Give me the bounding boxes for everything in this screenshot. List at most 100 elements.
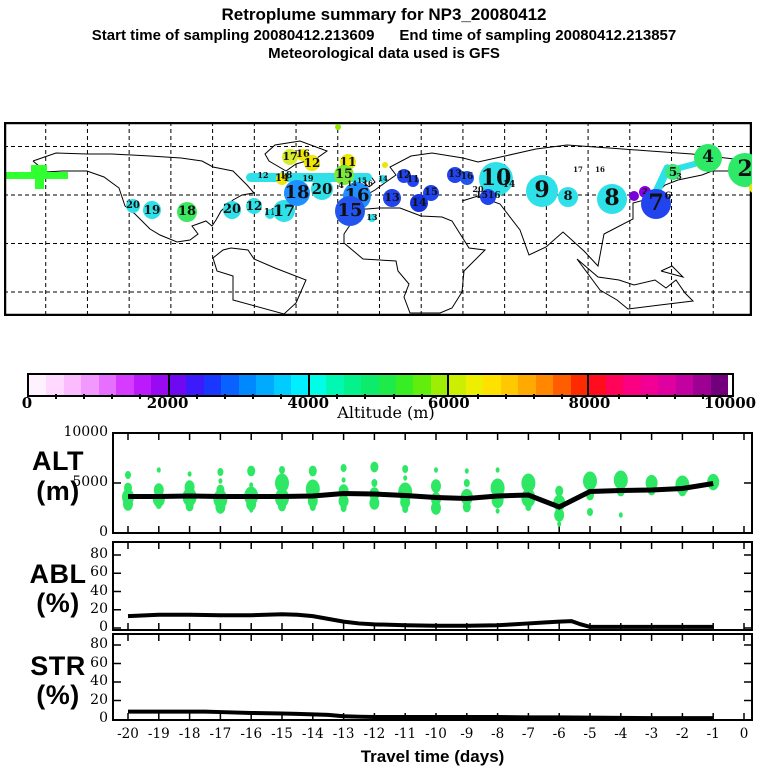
x-tick-label: -3 <box>645 726 659 742</box>
colorbar-segment <box>151 375 170 395</box>
colorbar-segment <box>413 375 432 395</box>
figure-title: Retroplume summary for NP3_20080412 <box>221 5 547 24</box>
map-day-marker <box>311 178 333 200</box>
x-tick-label: -17 <box>209 726 232 742</box>
colorbar-minor-tick <box>364 394 367 399</box>
colorbar-divider <box>587 375 590 395</box>
colorbar-segment <box>273 375 292 395</box>
colorbar-segment <box>640 375 659 395</box>
map-day-marker <box>460 171 474 185</box>
map-day-marker <box>143 201 161 219</box>
map-day-marker <box>382 162 388 168</box>
colorbar-divider <box>447 375 450 395</box>
x-tick-label: -11 <box>394 726 417 742</box>
colorbar-minor-tick <box>336 394 339 399</box>
colorbar-segment <box>116 375 135 395</box>
x-tick-label: -7 <box>521 726 535 742</box>
colorbar-segment <box>623 375 642 395</box>
colorbar-minor-tick <box>55 394 58 399</box>
colorbar-divider <box>307 375 310 395</box>
colorbar-minor-tick <box>617 394 620 399</box>
x-tick-label: -6 <box>552 726 566 742</box>
x-tick-label: -14 <box>301 726 324 742</box>
colorbar-segment <box>465 375 484 395</box>
map-day-marker <box>379 175 387 183</box>
colorbar-segment <box>518 375 537 395</box>
colorbar-divider <box>167 375 170 395</box>
panel-row-unit: (m) <box>36 476 80 506</box>
colorbar-segment <box>378 375 397 395</box>
map-base <box>4 122 752 316</box>
colorbar-tick-label: 2000 <box>146 394 189 412</box>
map-day-marker <box>447 167 463 183</box>
colorbar-minor-tick <box>251 394 254 399</box>
map-day-marker <box>410 194 428 212</box>
colorbar-segment <box>343 375 362 395</box>
y-tick-label: 5000 <box>72 474 108 490</box>
colorbar-segment <box>361 375 379 395</box>
colorbar-segment <box>553 375 572 395</box>
colorbar-segment <box>605 375 624 395</box>
map-day-marker <box>597 184 627 214</box>
map-day-marker <box>273 200 295 222</box>
colorbar-tick-label: 4000 <box>287 394 330 412</box>
map-day-marker <box>265 209 275 219</box>
colorbar-segment <box>326 375 345 395</box>
colorbar-segment <box>570 375 589 395</box>
colorbar-minor-tick <box>83 394 86 399</box>
map-day-marker <box>641 189 671 219</box>
map-day-marker <box>665 164 681 180</box>
colorbar-segment <box>308 375 327 395</box>
colorbar-minor-tick <box>673 394 676 399</box>
colorbar-segment <box>29 375 47 395</box>
map-day-marker <box>223 201 241 219</box>
x-tick-label: -1 <box>706 726 720 742</box>
colorbar-segment <box>81 375 100 395</box>
colorbar-minor-tick <box>111 394 114 399</box>
colorbar-segment <box>430 375 449 395</box>
colorbar-tick-label: 6000 <box>427 394 470 412</box>
x-tick-label: -2 <box>675 726 689 742</box>
x-tick-label: -19 <box>147 726 170 742</box>
y-tick-label: 80 <box>90 546 108 562</box>
map-day-marker <box>177 202 197 222</box>
map-day-marker <box>749 183 752 193</box>
colorbar-minor-tick <box>420 394 423 399</box>
colorbar-segment <box>500 375 519 395</box>
colorbar-segment <box>448 375 467 395</box>
y-tick-label: 60 <box>90 564 108 581</box>
x-tick-label: -15 <box>271 726 293 742</box>
panel-row-unit: (%) <box>36 680 80 710</box>
colorbar-segment <box>256 375 275 395</box>
map-day-marker <box>284 180 310 206</box>
x-tick-label: -8 <box>491 726 505 742</box>
map-day-marker <box>276 173 288 185</box>
y-tick-label: 0 <box>99 710 108 726</box>
map-day-marker <box>282 149 298 165</box>
colorbar-segment <box>483 375 502 395</box>
panel-row-label: ALT <box>32 446 84 476</box>
panel-row-unit: (%) <box>36 588 80 618</box>
map-day-marker <box>423 185 439 201</box>
map-day-marker <box>246 198 262 214</box>
colorbar-minor-tick <box>645 394 648 399</box>
map-day-marker <box>368 214 376 222</box>
x-tick-label: -13 <box>332 726 355 742</box>
colorbar-segment <box>63 375 82 395</box>
map-day-marker <box>126 199 140 213</box>
met-data-line: Meteorological data used is GFS <box>268 45 500 62</box>
map-day-marker <box>335 124 341 130</box>
colorbar-segment <box>168 375 187 395</box>
map-day-marker <box>558 187 578 207</box>
map-day-marker <box>407 175 419 187</box>
colorbar-minor-tick <box>505 394 508 399</box>
x-tick-label: -5 <box>583 726 597 742</box>
panel-row-label: STR <box>30 651 86 681</box>
map-day-marker <box>304 155 320 171</box>
colorbar-segment <box>658 375 677 395</box>
colorbar-tick-label: 0 <box>21 394 33 412</box>
map-day-marker <box>629 191 639 201</box>
map-day-marker <box>334 165 354 185</box>
colorbar-segment <box>238 375 257 395</box>
